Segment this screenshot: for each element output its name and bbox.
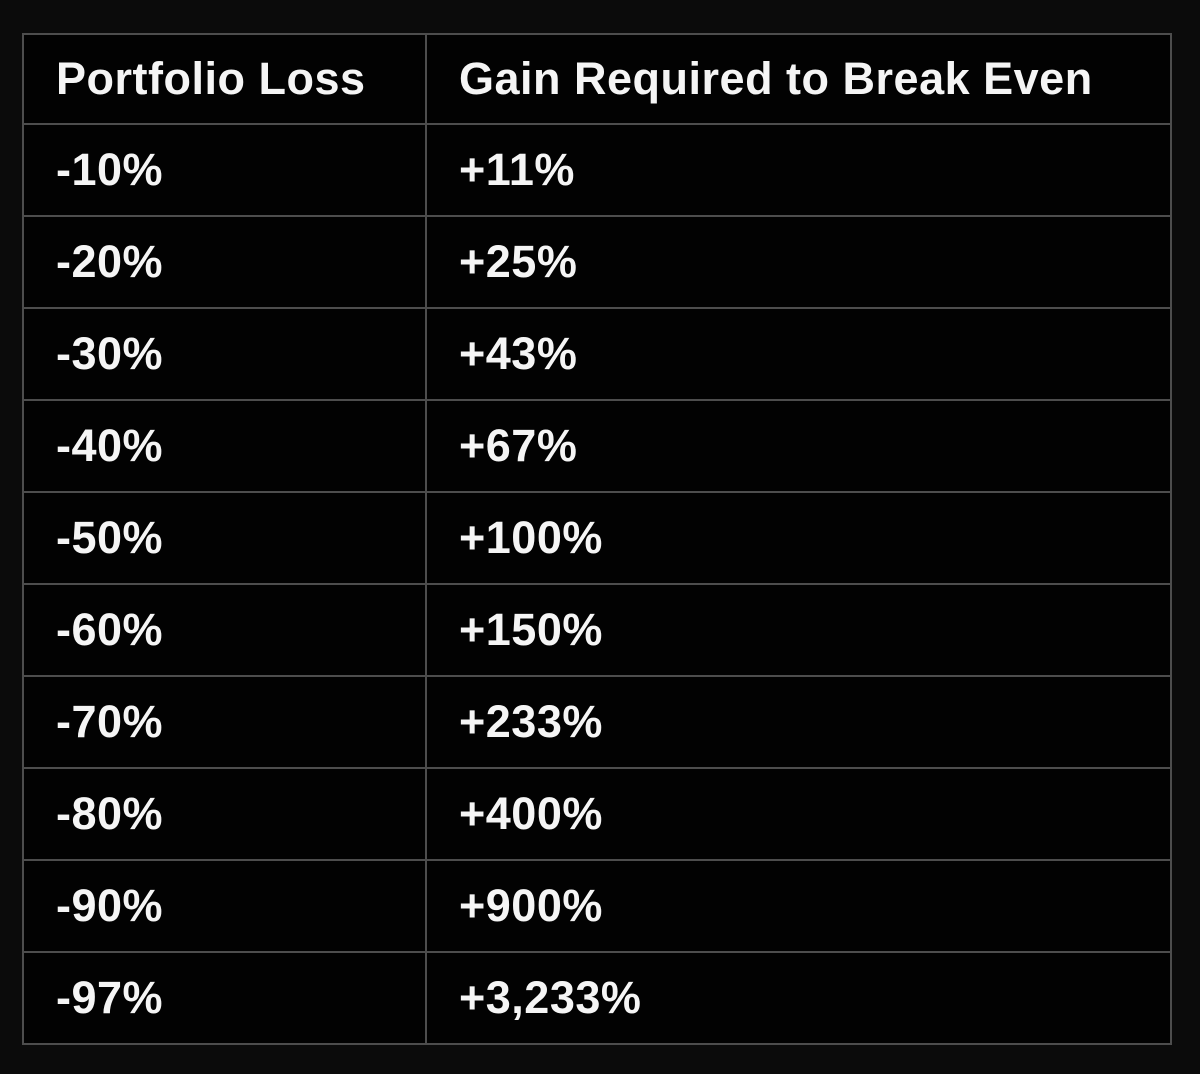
loss-cell: -50% xyxy=(22,491,427,585)
col-header-portfolio-loss: Portfolio Loss xyxy=(22,33,427,125)
gain-cell: +3,233% xyxy=(425,951,1172,1045)
loss-cell: -60% xyxy=(22,583,427,677)
table-row: -60% +150% xyxy=(22,583,1172,677)
gain-cell: +11% xyxy=(425,123,1172,217)
col-header-gain-required: Gain Required to Break Even xyxy=(425,33,1172,125)
gain-cell: +900% xyxy=(425,859,1172,953)
loss-cell: -10% xyxy=(22,123,427,217)
gain-cell: +400% xyxy=(425,767,1172,861)
loss-cell: -90% xyxy=(22,859,427,953)
table-row: -30% +43% xyxy=(22,307,1172,401)
table-row: -90% +900% xyxy=(22,859,1172,953)
loss-cell: -70% xyxy=(22,675,427,769)
table-row: -50% +100% xyxy=(22,491,1172,585)
loss-cell: -30% xyxy=(22,307,427,401)
loss-cell: -97% xyxy=(22,951,427,1045)
gain-cell: +43% xyxy=(425,307,1172,401)
gain-cell: +150% xyxy=(425,583,1172,677)
gain-cell: +25% xyxy=(425,215,1172,309)
table-row: -97% +3,233% xyxy=(22,951,1172,1045)
table-row: -40% +67% xyxy=(22,399,1172,493)
table-row: -70% +233% xyxy=(22,675,1172,769)
table-row: -10% +11% xyxy=(22,123,1172,217)
loss-cell: -40% xyxy=(22,399,427,493)
breakeven-table: Portfolio Loss Gain Required to Break Ev… xyxy=(22,33,1172,1045)
loss-cell: -20% xyxy=(22,215,427,309)
loss-cell: -80% xyxy=(22,767,427,861)
header-row: Portfolio Loss Gain Required to Break Ev… xyxy=(22,33,1172,125)
table-row: -80% +400% xyxy=(22,767,1172,861)
gain-cell: +233% xyxy=(425,675,1172,769)
gain-cell: +100% xyxy=(425,491,1172,585)
table-row: -20% +25% xyxy=(22,215,1172,309)
gain-cell: +67% xyxy=(425,399,1172,493)
